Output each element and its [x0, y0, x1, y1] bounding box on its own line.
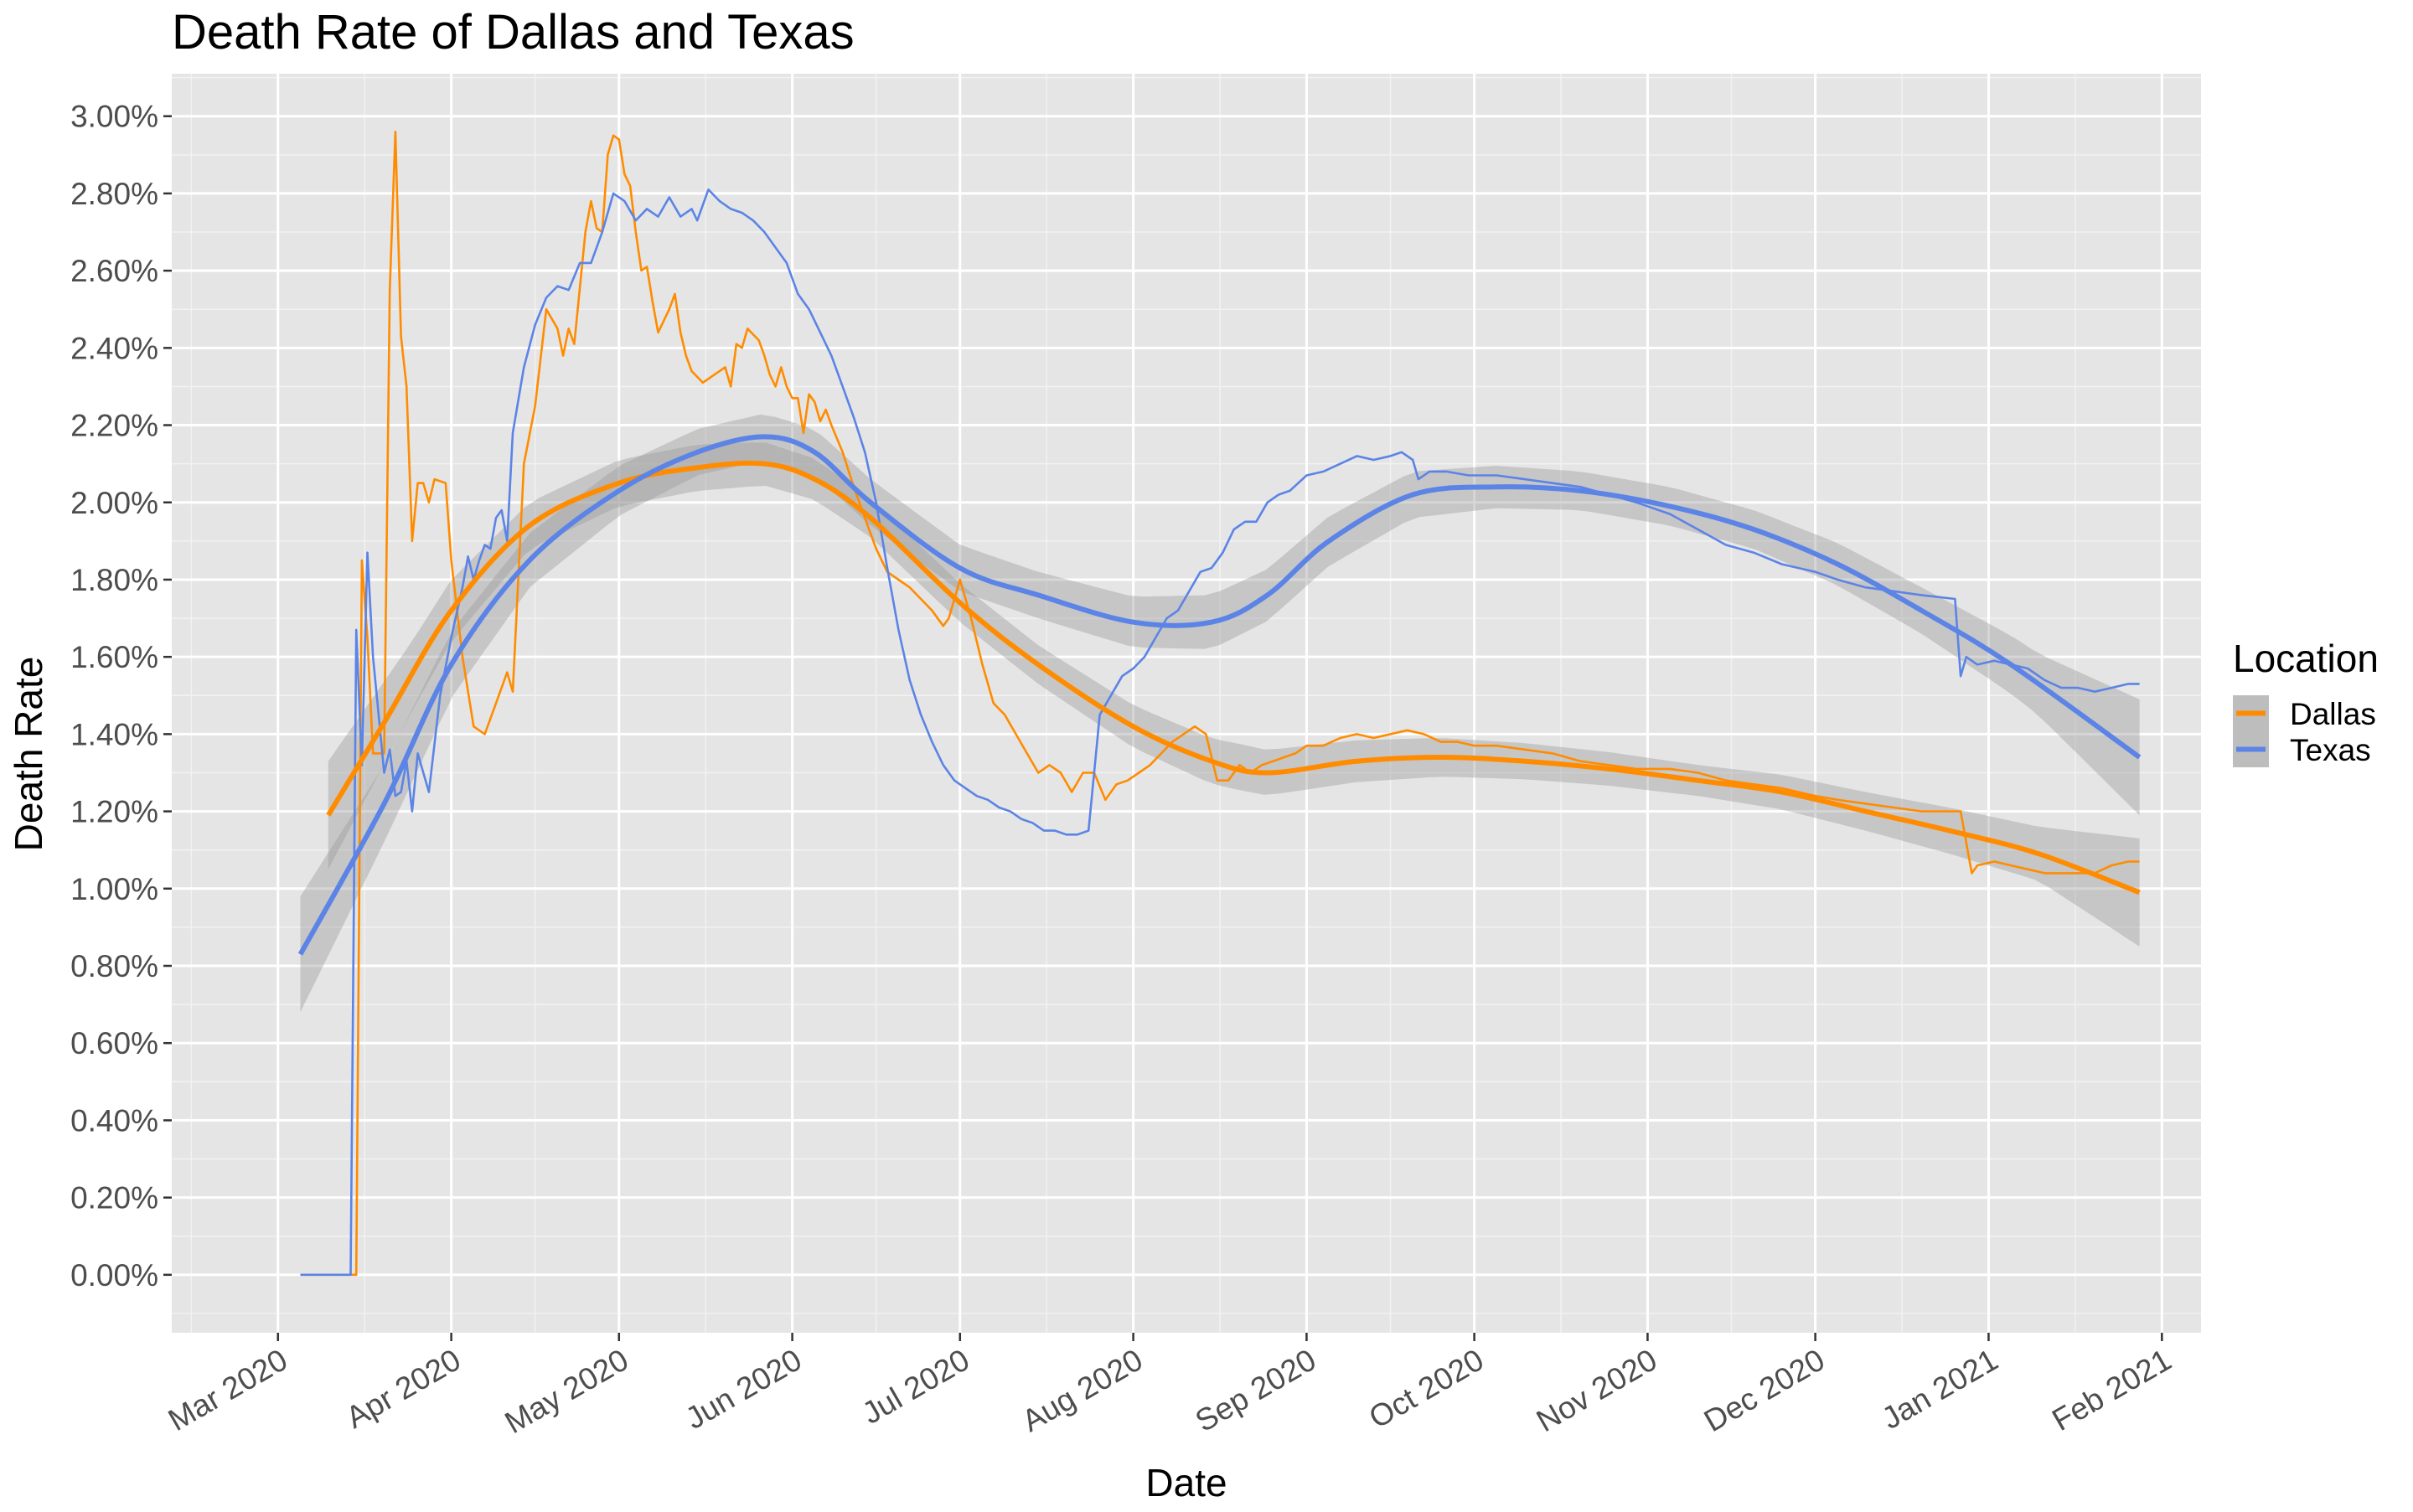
- trend-line-dallas: [326, 460, 2141, 895]
- y-tick-label: 2.80%: [70, 177, 158, 211]
- y-tick-label: 1.80%: [70, 563, 158, 597]
- smooth-lines: [297, 434, 2142, 956]
- x-tick-label: Sep 2020: [1190, 1342, 1322, 1438]
- plot-panel: [172, 74, 2201, 1333]
- y-tick-label: 0.00%: [70, 1258, 158, 1293]
- y-tick-label: 2.40%: [70, 331, 158, 365]
- x-tick-label: Jan 2021: [1876, 1342, 2003, 1436]
- x-tick-label: Nov 2020: [1531, 1342, 1663, 1438]
- y-tick-label: 1.60%: [70, 640, 158, 674]
- x-tick-label: Apr 2020: [340, 1342, 467, 1435]
- grid-minor: [172, 74, 2201, 1333]
- y-tick-label: 3.00%: [70, 100, 158, 134]
- y-tick-label: 0.80%: [70, 949, 158, 983]
- x-tick-label: Aug 2020: [1016, 1342, 1149, 1438]
- legend-label-dallas: Dallas: [2290, 697, 2376, 731]
- series-line-texas: [300, 188, 2140, 1277]
- y-tick-label: 1.40%: [70, 717, 158, 751]
- y-tick-label: 1.00%: [70, 872, 158, 906]
- x-tick-label: Jun 2020: [679, 1342, 807, 1436]
- legend-title: Location: [2233, 637, 2379, 680]
- y-tick-label: 0.40%: [70, 1103, 158, 1138]
- y-tick-label: 2.60%: [70, 254, 158, 288]
- y-tick-label: 2.20%: [70, 409, 158, 443]
- x-tick-label: Oct 2020: [1363, 1342, 1490, 1435]
- trend-line-texas: [297, 434, 2142, 956]
- series-line-dallas: [300, 130, 2140, 1277]
- chart-title: Death Rate of Dallas and Texas: [172, 5, 855, 59]
- y-axis-label: Death Rate: [7, 657, 50, 852]
- legend-label-texas: Texas: [2290, 733, 2371, 767]
- y-tick-label: 0.60%: [70, 1026, 158, 1060]
- x-tick-label: Feb 2021: [2046, 1342, 2177, 1437]
- y-tick-label: 0.20%: [70, 1181, 158, 1215]
- x-axis: Mar 2020 Apr 2020 May 2020 Jun 2020 Jul 2020…: [163, 1333, 2177, 1440]
- x-tick-label: Dec 2020: [1698, 1342, 1831, 1438]
- x-tick-label: Mar 2020: [163, 1342, 293, 1437]
- x-tick-label: May 2020: [499, 1342, 634, 1440]
- raw-lines: [300, 130, 2140, 1277]
- x-axis-label: Date: [1145, 1461, 1227, 1504]
- y-tick-label: 2.00%: [70, 486, 158, 520]
- y-axis: 0.00% 0.20% 0.40% 0.60% 0.80% 1.00% 1.20% 1.40%…: [70, 100, 172, 1293]
- x-tick-label: Jul 2020: [856, 1342, 975, 1430]
- y-tick-label: 1.20%: [70, 795, 158, 829]
